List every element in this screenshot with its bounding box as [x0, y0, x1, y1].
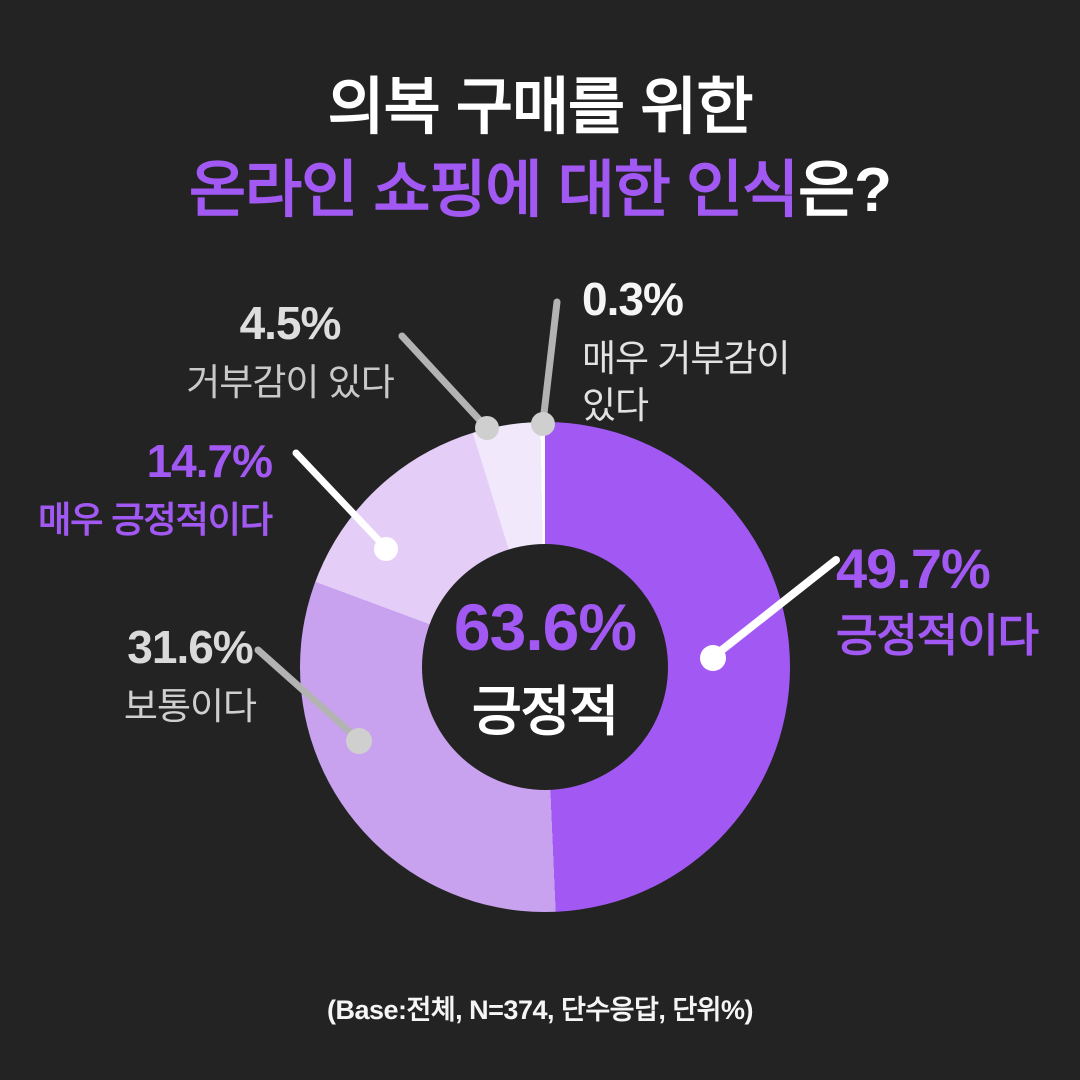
callout-strong-rejection-label-line1: 매우 거부감이	[582, 338, 791, 379]
callout-rejection: 4.5% 거부감이 있다	[150, 296, 430, 406]
callout-very-positive-pct: 14.7%	[146, 435, 273, 487]
callout-rejection-label: 거부감이 있다	[186, 362, 395, 403]
title-line1: 의복 구매를 위한	[327, 73, 754, 142]
callout-positive-label: 긍정적이다	[836, 610, 1039, 661]
donut-center: 63.6% 긍정적	[422, 544, 668, 790]
base-note: (Base:전체, N=374, 단수응답, 단위%)	[326, 995, 754, 1025]
callout-very-positive-label: 매우 긍정적이다	[38, 499, 273, 540]
center-percentage: 63.6%	[453, 589, 637, 664]
page-title: 의복 구매를 위한 온라인 쇼핑에 대한 인식은?	[0, 66, 1080, 232]
callout-strong-rejection-label: 매우 거부감이 있다	[582, 335, 902, 430]
callout-very-positive: 14.7% 매우 긍정적이다	[20, 434, 273, 543]
callout-neutral-pct: 31.6%	[127, 621, 253, 673]
title-highlight: 온라인 쇼핑에 대한 인식	[189, 156, 799, 226]
callout-rejection-pct: 4.5%	[239, 297, 342, 349]
callout-positive-pct: 49.7%	[836, 537, 991, 600]
callout-strong-rejection-label-line2: 있다	[582, 385, 649, 427]
callout-neutral-label: 보통이다	[123, 686, 257, 727]
leader-line-strong-rejection	[539, 298, 561, 426]
donut-chart: 63.6% 긍정적	[300, 422, 790, 912]
title-suffix: 은?	[798, 156, 892, 226]
center-label: 긍정적	[471, 681, 619, 742]
callout-positive: 49.7% 긍정적이다	[836, 536, 1076, 665]
callout-strong-rejection: 0.3% 매우 거부감이 있다	[582, 272, 902, 430]
callout-neutral: 31.6% 보통이다	[85, 620, 295, 730]
callout-strong-rejection-pct: 0.3%	[582, 273, 684, 325]
